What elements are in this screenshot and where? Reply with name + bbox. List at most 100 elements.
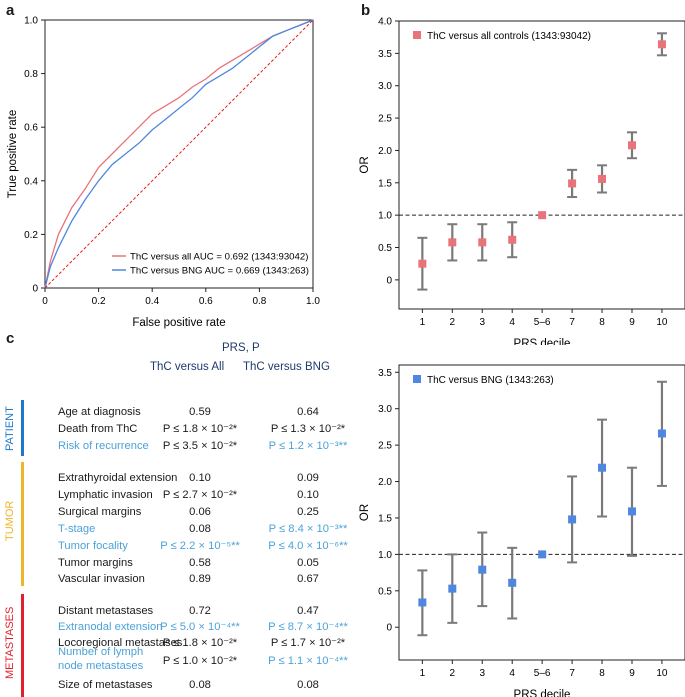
or-point xyxy=(568,179,577,188)
row-label: Surgical margins xyxy=(58,506,142,518)
value-bng: P ≤ 1.3 × 10⁻²* xyxy=(270,423,346,435)
legend-label-1: ThC versus all AUC = 0.692 (1343:93042) xyxy=(130,252,308,263)
or-point xyxy=(478,238,487,247)
row-label: Risk of recurrence xyxy=(58,440,149,452)
or-point xyxy=(538,550,547,559)
y-tick-label: 2.5 xyxy=(378,114,392,125)
x-tick-label: 9 xyxy=(629,317,635,328)
group-label-tumor: TUMOR xyxy=(4,500,16,541)
roc-curve-2 xyxy=(44,19,314,289)
x-tick-label: 2 xyxy=(450,668,456,679)
table-row: Size of metastases 0.08 0.08 xyxy=(58,677,328,693)
row-label: Age at diagnosis xyxy=(58,406,141,418)
table-row: Number of lymph node metastases P ≤ 1.0 ×… xyxy=(58,646,348,672)
y-tick-label: 2.0 xyxy=(378,477,392,488)
x-tick-label: 8 xyxy=(599,668,605,679)
table-row: Tumor focality P ≤ 2.2 × 10⁻⁵** P ≤ 4.0 × … xyxy=(58,538,348,554)
y-axis-title: OR xyxy=(359,156,371,173)
y-tick-label: 1.0 xyxy=(24,16,38,27)
group-label-metastases: METASTASES xyxy=(4,606,16,679)
table-row: Extranodal extension P ≤ 5.0 × 10⁻⁴** P ≤ … xyxy=(58,619,348,635)
y-tick-label: 1.0 xyxy=(378,211,392,222)
x-tick-label: 8 xyxy=(599,317,605,328)
or-point xyxy=(418,598,427,607)
row-label: Extrathyroidal extension xyxy=(58,472,178,484)
group-label-patient: PATIENT xyxy=(4,406,16,452)
column-header-all: ThC versus All xyxy=(150,361,225,373)
y-tick-label: 2.0 xyxy=(378,146,392,157)
value-all: P ≤ 5.0 × 10⁻⁴** xyxy=(160,621,240,633)
group-bar-metastases xyxy=(21,594,24,697)
y-tick-label: 0.8 xyxy=(24,69,38,80)
y-tick-label: 2.5 xyxy=(378,441,392,452)
or-point xyxy=(568,515,577,524)
table-row: Death from ThC P ≤ 1.8 × 10⁻²* P ≤ 1.3 × 1… xyxy=(58,421,345,437)
row-label: Locoregional metastases xyxy=(58,637,183,649)
or-chart-bng: 0 0.5 1.0 1.5 2.0 2.5 3.0 3.5 1 2 3 4 5–6 7 8 9 10 ThC ve… xyxy=(359,364,685,697)
row-label: Death from ThC xyxy=(58,423,138,435)
y-tick-label: 1.5 xyxy=(378,513,392,524)
row-label: Tumor focality xyxy=(58,540,128,552)
value-all: P ≤ 2.2 × 10⁻⁵** xyxy=(160,540,240,552)
value-bng: 0.09 xyxy=(297,472,319,484)
row-label: Lymphatic invasion xyxy=(58,489,153,501)
value-all: P ≤ 1.8 × 10⁻²* xyxy=(162,637,238,649)
x-tick-label: 4 xyxy=(509,668,515,679)
panel-label-a: a xyxy=(6,2,15,19)
legend-label-2: ThC versus BNG AUC = 0.669 (1343:263) xyxy=(130,266,309,277)
group-bar-patient xyxy=(21,400,24,456)
row-label: Tumor margins xyxy=(58,557,133,569)
x-axis-title: False positive rate xyxy=(132,317,225,329)
y-tick-label: 0 xyxy=(386,275,392,286)
value-bng: P ≤ 1.2 × 10⁻³** xyxy=(268,440,348,452)
row-label: Size of metastases xyxy=(58,679,153,691)
or-point xyxy=(448,238,457,247)
row-label: T-stage xyxy=(58,523,96,535)
row-label: Distant metastases xyxy=(58,605,154,617)
value-bng: P ≤ 1.1 × 10⁻⁴** xyxy=(268,655,348,667)
value-all: 0.58 xyxy=(189,557,211,569)
roc-chart: 00 0.2 0.2 0.4 0.4 0.6 0.6 0.8 0.8 1.0 1.0 False po… xyxy=(7,16,320,330)
legend-label: ThC versus all controls (1343:93042) xyxy=(427,31,591,42)
or-point xyxy=(627,141,636,150)
value-bng: 0.64 xyxy=(297,406,319,418)
x-tick-label: 0.8 xyxy=(252,296,266,307)
y-tick-label: 3.5 xyxy=(378,49,392,60)
value-bng: 0.47 xyxy=(297,605,319,617)
x-tick-label: 0 xyxy=(42,296,48,307)
roc-curve-1 xyxy=(44,19,314,289)
or-point xyxy=(598,174,607,183)
x-tick-label: 10 xyxy=(656,668,668,679)
table-row: T-stage 0.08 P ≤ 8.4 × 10⁻³** xyxy=(58,521,347,537)
y-tick-label: 0.5 xyxy=(378,586,392,597)
or-point xyxy=(478,565,487,574)
or-point xyxy=(418,259,427,268)
value-all: P ≤ 1.0 × 10⁻²* xyxy=(162,655,238,667)
x-tick-label: 5–6 xyxy=(534,317,551,328)
table-row: Locoregional metastases P ≤ 1.8 × 10⁻²* P … xyxy=(58,635,345,651)
value-all: 0.06 xyxy=(189,506,211,518)
value-bng: 0.08 xyxy=(297,679,319,691)
value-all: P ≤ 2.7 × 10⁻²* xyxy=(162,489,238,501)
plot-frame xyxy=(398,364,685,661)
table-row: Distant metastases 0.72 0.47 xyxy=(58,603,328,619)
value-all: 0.08 xyxy=(189,679,211,691)
x-tick-label: 3 xyxy=(479,668,485,679)
row-label: Number of lymph node metastases xyxy=(58,646,144,672)
plot-frame xyxy=(398,20,685,310)
table-header: PRS, P xyxy=(222,342,260,354)
y-tick-label: 0 xyxy=(386,623,392,634)
panel-label-b: b xyxy=(361,2,371,19)
plot-frame xyxy=(44,19,314,289)
table-row: Risk of recurrence P ≤ 3.5 × 10⁻²* P ≤ 1.2… xyxy=(58,438,347,454)
value-all: 0.10 xyxy=(189,472,211,484)
table-row: Tumor margins 0.58 0.05 xyxy=(58,555,328,571)
value-bng: P ≤ 1.7 × 10⁻²* xyxy=(270,637,346,649)
x-axis-title: PRS decile xyxy=(514,338,571,345)
or-point xyxy=(657,429,666,438)
x-tick-label: 5–6 xyxy=(534,668,551,679)
row-label: Vascular invasion xyxy=(58,573,145,585)
or-point xyxy=(598,463,607,472)
table-row: Vascular invasion 0.89 0.67 xyxy=(58,571,328,587)
x-tick-label: 9 xyxy=(629,668,635,679)
